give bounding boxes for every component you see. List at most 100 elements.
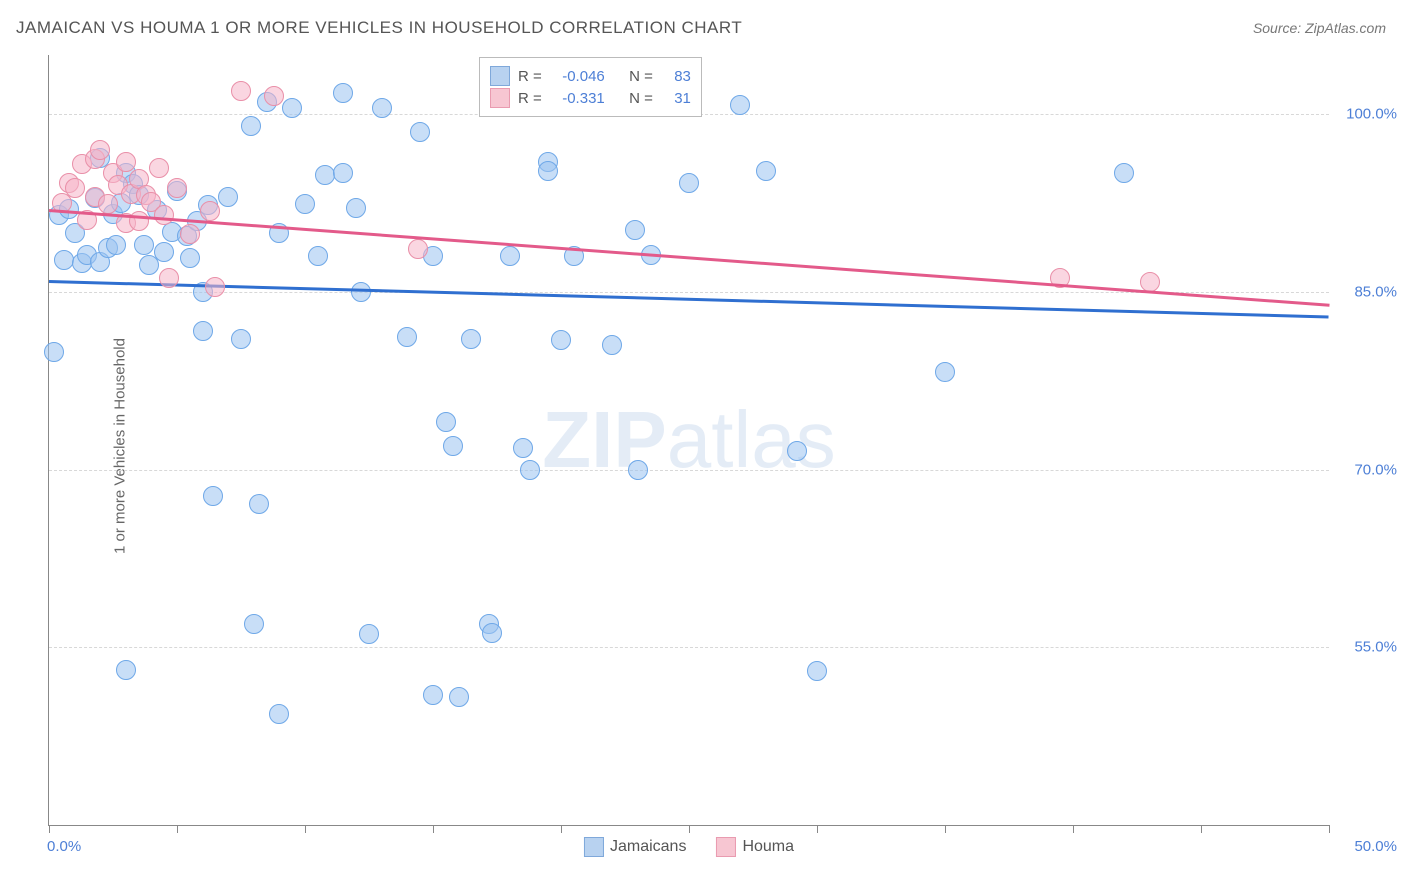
legend-swatch	[716, 837, 736, 857]
data-point	[602, 335, 622, 355]
data-point	[333, 83, 353, 103]
y-tick-label: 85.0%	[1354, 283, 1397, 300]
x-tick	[305, 825, 306, 833]
data-point	[423, 685, 443, 705]
data-point	[351, 282, 371, 302]
data-point	[180, 248, 200, 268]
x-axis-label-max: 50.0%	[1354, 838, 1397, 855]
data-point	[295, 194, 315, 214]
data-point	[807, 661, 827, 681]
stat-n-value: 31	[661, 90, 691, 107]
data-point	[44, 342, 64, 362]
data-point	[65, 178, 85, 198]
data-point	[116, 660, 136, 680]
stat-r-label: R =	[518, 90, 542, 107]
data-point	[436, 412, 456, 432]
data-point	[269, 704, 289, 724]
data-point	[628, 460, 648, 480]
data-point	[408, 239, 428, 259]
data-point	[449, 687, 469, 707]
data-point	[1114, 163, 1134, 183]
legend-item: Houma	[716, 837, 794, 857]
data-point	[244, 614, 264, 634]
data-point	[218, 187, 238, 207]
legend-label: Jamaicans	[610, 838, 686, 856]
stat-n-label: N =	[629, 90, 653, 107]
gridline-h	[49, 470, 1329, 471]
data-point	[333, 163, 353, 183]
data-point	[551, 330, 571, 350]
data-point	[730, 95, 750, 115]
x-tick	[1329, 825, 1330, 833]
data-point	[346, 198, 366, 218]
x-axis-label-min: 0.0%	[47, 838, 81, 855]
watermark-bold: ZIP	[542, 395, 666, 484]
data-point	[159, 268, 179, 288]
bottom-legend: Jamaicans Houma	[584, 837, 794, 857]
watermark-rest: atlas	[667, 395, 836, 484]
data-point	[200, 201, 220, 221]
data-point	[54, 250, 74, 270]
y-tick-label: 55.0%	[1354, 639, 1397, 656]
data-point	[461, 329, 481, 349]
data-point	[129, 211, 149, 231]
data-point	[106, 235, 126, 255]
data-point	[935, 362, 955, 382]
data-point	[249, 494, 269, 514]
data-point	[787, 441, 807, 461]
legend-swatch	[490, 66, 510, 86]
stats-row: R = -0.331 N = 31	[490, 88, 691, 108]
data-point	[203, 486, 223, 506]
data-point	[282, 98, 302, 118]
data-point	[264, 86, 284, 106]
gridline-h	[49, 647, 1329, 648]
data-point	[134, 235, 154, 255]
x-tick	[1073, 825, 1074, 833]
trend-line	[49, 280, 1329, 319]
data-point	[116, 152, 136, 172]
data-point	[513, 438, 533, 458]
y-tick-label: 70.0%	[1354, 461, 1397, 478]
chart-title: JAMAICAN VS HOUMA 1 OR MORE VEHICLES IN …	[16, 18, 742, 38]
data-point	[500, 246, 520, 266]
x-tick	[817, 825, 818, 833]
x-tick	[177, 825, 178, 833]
data-point	[180, 224, 200, 244]
source-attribution: Source: ZipAtlas.com	[1253, 20, 1386, 36]
data-point	[90, 140, 110, 160]
stat-r-label: R =	[518, 68, 542, 85]
data-point	[410, 122, 430, 142]
data-point	[520, 460, 540, 480]
data-point	[98, 194, 118, 214]
data-point	[205, 277, 225, 297]
data-point	[625, 220, 645, 240]
stat-n-value: 83	[661, 68, 691, 85]
data-point	[756, 161, 776, 181]
data-point	[482, 623, 502, 643]
data-point	[308, 246, 328, 266]
data-point	[443, 436, 463, 456]
stat-r-value: -0.331	[550, 90, 605, 107]
stat-n-label: N =	[629, 68, 653, 85]
x-tick	[433, 825, 434, 833]
stat-r-value: -0.046	[550, 68, 605, 85]
x-tick	[49, 825, 50, 833]
data-point	[154, 205, 174, 225]
x-tick	[561, 825, 562, 833]
x-tick	[1201, 825, 1202, 833]
data-point	[231, 81, 251, 101]
stats-row: R = -0.046 N = 83	[490, 66, 691, 86]
data-point	[231, 329, 251, 349]
data-point	[241, 116, 261, 136]
legend-swatch	[584, 837, 604, 857]
source-prefix: Source:	[1253, 20, 1305, 36]
data-point	[154, 242, 174, 262]
legend-label: Houma	[742, 838, 794, 856]
data-point	[372, 98, 392, 118]
data-point	[149, 158, 169, 178]
data-point	[397, 327, 417, 347]
data-point	[193, 321, 213, 341]
stats-legend: R = -0.046 N = 83 R = -0.331 N = 31	[479, 57, 702, 117]
source-name: ZipAtlas.com	[1305, 20, 1386, 36]
x-tick	[945, 825, 946, 833]
